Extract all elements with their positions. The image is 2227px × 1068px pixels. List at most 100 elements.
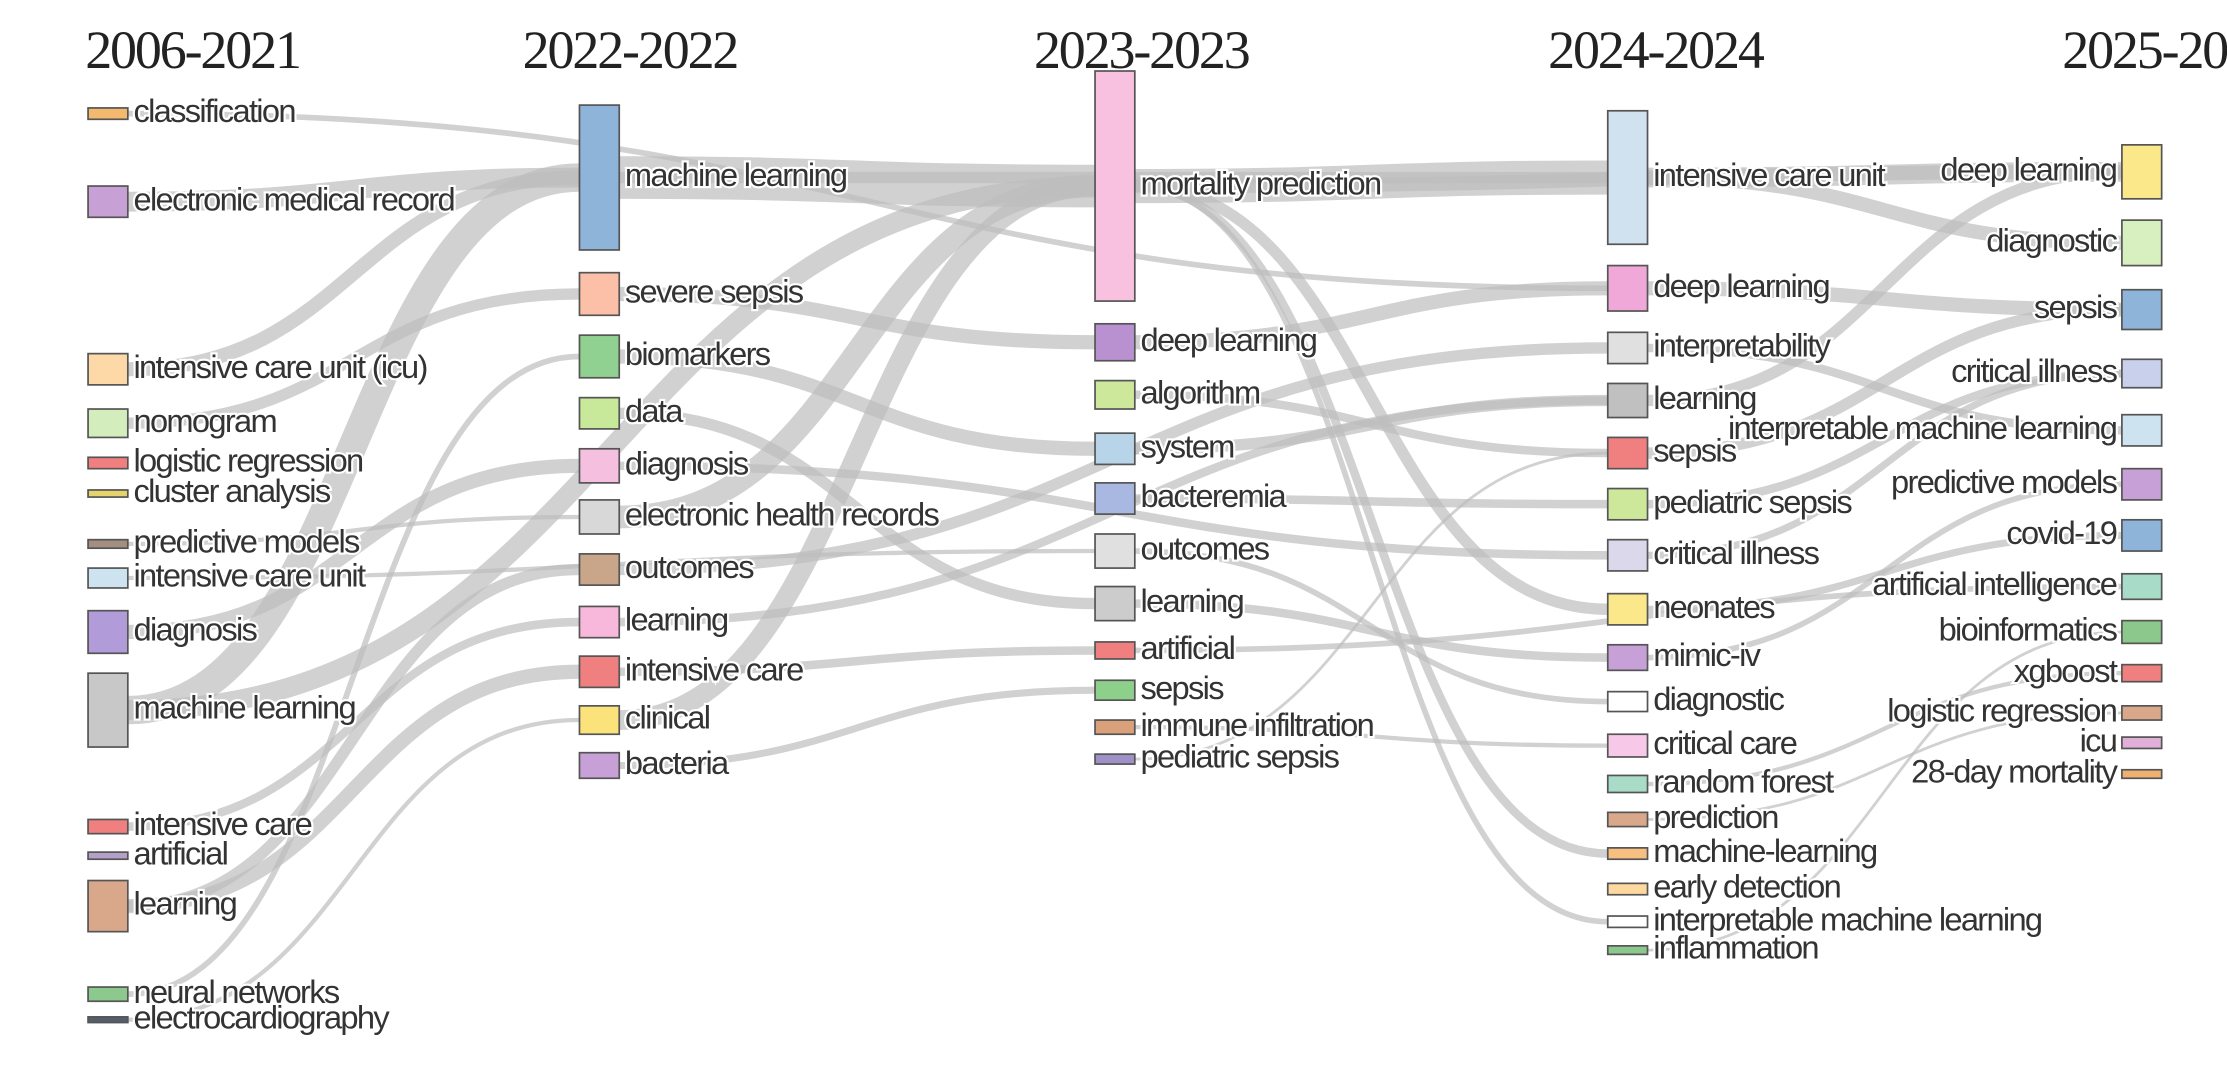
- node-label: xgboost: [2014, 652, 2118, 689]
- node-label: mimic-iv: [1653, 636, 1761, 673]
- node-label: severe sepsis: [625, 273, 804, 310]
- node: [87, 185, 129, 219]
- link: [619, 646, 1096, 677]
- link: [1134, 451, 1608, 761]
- node: [1094, 719, 1136, 736]
- node: [578, 553, 621, 586]
- link: [127, 163, 580, 725]
- node-label: critical illness: [1951, 352, 2117, 389]
- node-label: biomarkers: [625, 335, 771, 372]
- node: [1606, 945, 1649, 956]
- node-label: prediction: [1653, 798, 1778, 835]
- node-label: data: [625, 392, 684, 429]
- link: [127, 170, 580, 377]
- node: [1606, 774, 1649, 794]
- link: [1647, 711, 2122, 821]
- link: [1647, 343, 2122, 435]
- node-label: intensive care unit: [134, 557, 366, 594]
- node: [1606, 331, 1649, 365]
- node: [87, 456, 129, 470]
- node: [2121, 736, 2163, 750]
- node: [578, 655, 621, 689]
- node-label: outcomes: [1140, 530, 1269, 567]
- node: [2121, 358, 2163, 389]
- node: [1606, 264, 1649, 312]
- link: [1134, 394, 1608, 455]
- link: [127, 167, 580, 212]
- node: [87, 851, 129, 861]
- node: [2121, 288, 2163, 331]
- node-label: outcomes: [625, 548, 754, 585]
- node-label: sepsis: [2034, 288, 2118, 325]
- node: [87, 107, 129, 121]
- link: [127, 664, 580, 914]
- column-title: 2023-2023: [1034, 20, 1249, 80]
- node: [1606, 882, 1649, 896]
- link: [1134, 183, 1608, 925]
- link: [619, 286, 1096, 350]
- node-label: electronic medical record: [134, 180, 455, 217]
- link: [1647, 671, 2122, 787]
- node-label: interpretable machine learning: [1728, 409, 2117, 446]
- column-title: 2025-2025: [2062, 20, 2227, 80]
- node-label: diagnostic: [1653, 680, 1784, 717]
- node-label: neonates: [1653, 588, 1775, 625]
- node-label: pediatric sepsis: [1653, 483, 1852, 520]
- node-label: algorithm: [1140, 373, 1259, 410]
- node-label: intensive care unit (icu): [134, 348, 427, 385]
- node-label: intensive care: [134, 805, 312, 842]
- node: [87, 609, 129, 655]
- link: [1134, 725, 1608, 748]
- node-label: intensive care: [625, 650, 803, 687]
- node: [87, 1016, 129, 1024]
- node: [1094, 322, 1136, 362]
- node-label: inflammation: [1653, 929, 1818, 966]
- link: [1647, 170, 2122, 250]
- column-title: 2022-2022: [523, 20, 738, 80]
- node: [1606, 382, 1649, 419]
- node-label: electronic health records: [625, 496, 940, 533]
- node: [578, 704, 621, 736]
- node-label: system: [1140, 427, 1234, 464]
- link: [127, 353, 580, 997]
- node: [578, 396, 621, 430]
- node-label: bacteremia: [1140, 477, 1287, 514]
- node-label: deep learning: [1940, 150, 2116, 187]
- link: [1647, 281, 2122, 317]
- link: [619, 407, 1096, 610]
- node: [2121, 704, 2163, 721]
- node-label: deep learning: [1140, 321, 1316, 358]
- node: [87, 489, 129, 498]
- node: [578, 271, 621, 317]
- node-label: neural networks: [134, 973, 340, 1010]
- node-label: machine learning: [134, 689, 356, 726]
- nodes: classification electronic medical record i…: [87, 70, 2163, 1037]
- node: [1606, 487, 1649, 521]
- node-label: learning: [1140, 582, 1243, 619]
- node-label: pediatric sepsis: [1140, 738, 1339, 775]
- node-label: nomogram: [134, 402, 277, 439]
- link: [1647, 303, 2122, 459]
- node: [1606, 733, 1649, 758]
- node: [1094, 379, 1136, 410]
- node: [578, 447, 621, 484]
- node-label: random forest: [1653, 763, 1834, 800]
- column-title: 2006-2021: [85, 20, 300, 80]
- node: [1094, 70, 1136, 302]
- node-label: bioinformatics: [1939, 611, 2118, 648]
- node: [87, 567, 129, 589]
- node-label: interpretability: [1653, 327, 1831, 364]
- node: [2121, 572, 2163, 601]
- node-label: icu: [2080, 721, 2117, 758]
- link: [127, 717, 580, 1022]
- link: [127, 458, 580, 640]
- node-label: classification: [134, 92, 296, 129]
- node: [578, 499, 621, 535]
- node: [87, 818, 129, 835]
- link: [1134, 494, 1608, 509]
- node: [1094, 533, 1136, 569]
- link: [127, 288, 580, 429]
- node: [87, 408, 129, 439]
- node-label: covid-19: [2006, 514, 2116, 551]
